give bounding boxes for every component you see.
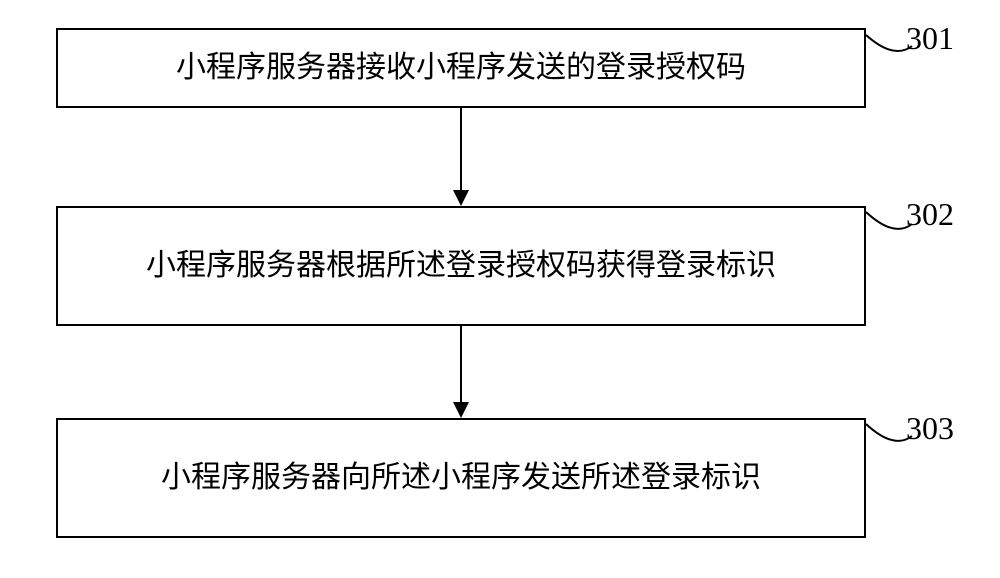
arrow-2 (0, 0, 1000, 578)
flowchart-canvas: 小程序服务器接收小程序发送的登录授权码 小程序服务器根据所述登录授权码获得登录标… (0, 0, 1000, 578)
